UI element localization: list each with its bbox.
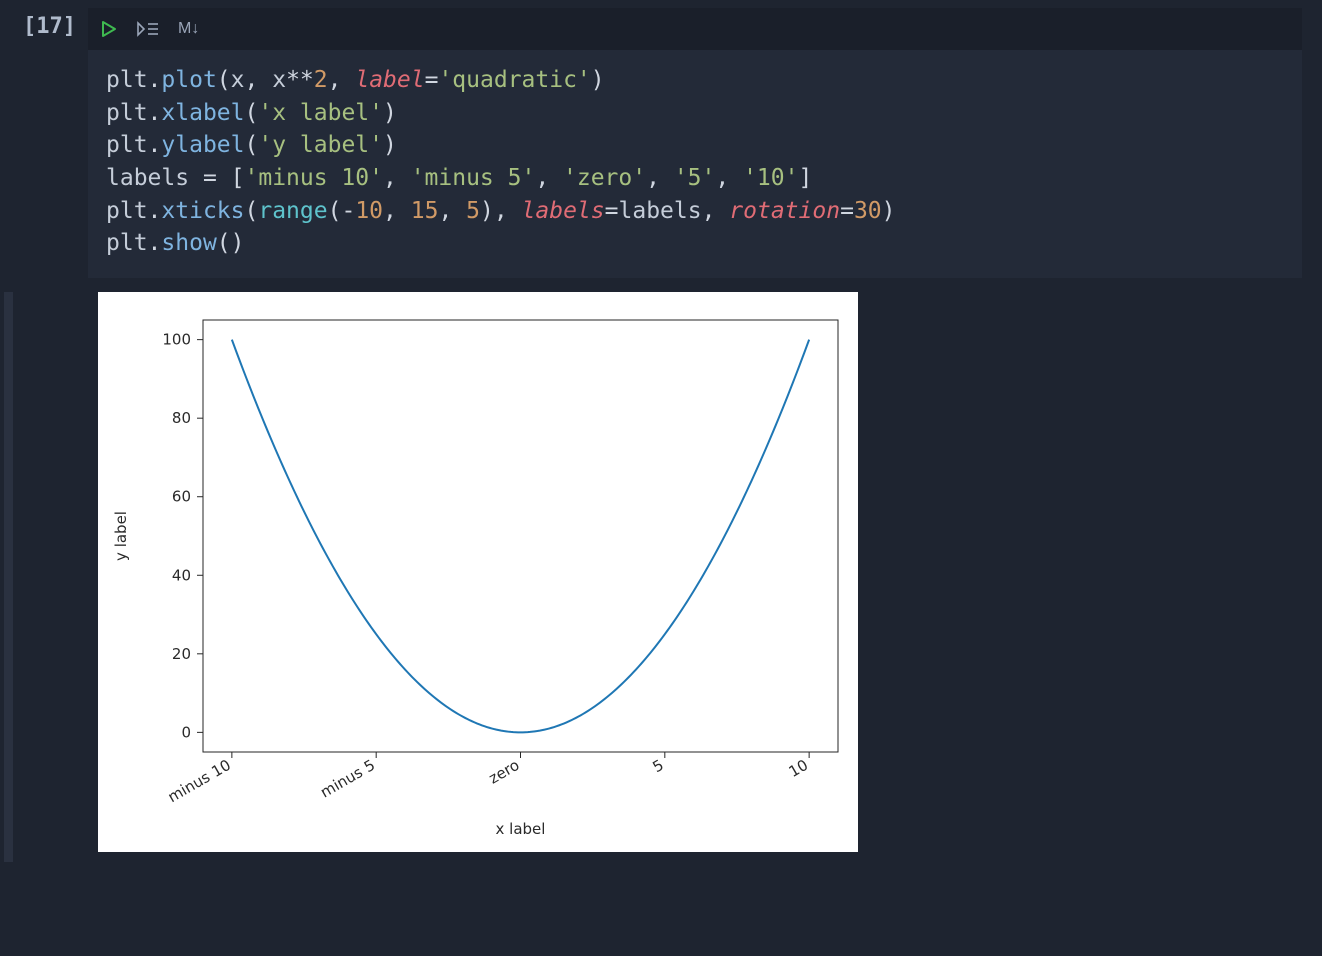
markdown-icon[interactable]: M↓ bbox=[178, 20, 199, 38]
svg-text:40: 40 bbox=[172, 566, 191, 584]
cell-output: 020406080100minus 10minus 5zero510x labe… bbox=[0, 292, 1322, 852]
svg-text:y label: y label bbox=[112, 511, 130, 561]
svg-text:100: 100 bbox=[162, 331, 191, 349]
notebook-cell: [17] M↓ plt.plot(x, x**2, label='quadrat… bbox=[0, 0, 1322, 278]
cell-prompt: [17] bbox=[0, 8, 88, 39]
plot-svg: 020406080100minus 10minus 5zero510x labe… bbox=[98, 292, 858, 852]
cell-toolbar: M↓ bbox=[88, 8, 1302, 50]
cell-body: M↓ plt.plot(x, x**2, label='quadratic') … bbox=[88, 8, 1302, 278]
collapse-bar[interactable] bbox=[4, 292, 13, 862]
matplotlib-figure: 020406080100minus 10minus 5zero510x labe… bbox=[98, 292, 858, 852]
svg-text:80: 80 bbox=[172, 409, 191, 427]
svg-text:0: 0 bbox=[181, 723, 191, 741]
run-below-icon[interactable] bbox=[136, 20, 160, 38]
svg-text:x label: x label bbox=[496, 820, 546, 838]
run-cell-icon[interactable] bbox=[100, 20, 118, 38]
svg-text:60: 60 bbox=[172, 488, 191, 506]
code-editor[interactable]: plt.plot(x, x**2, label='quadratic') plt… bbox=[88, 50, 1302, 278]
svg-text:20: 20 bbox=[172, 645, 191, 663]
